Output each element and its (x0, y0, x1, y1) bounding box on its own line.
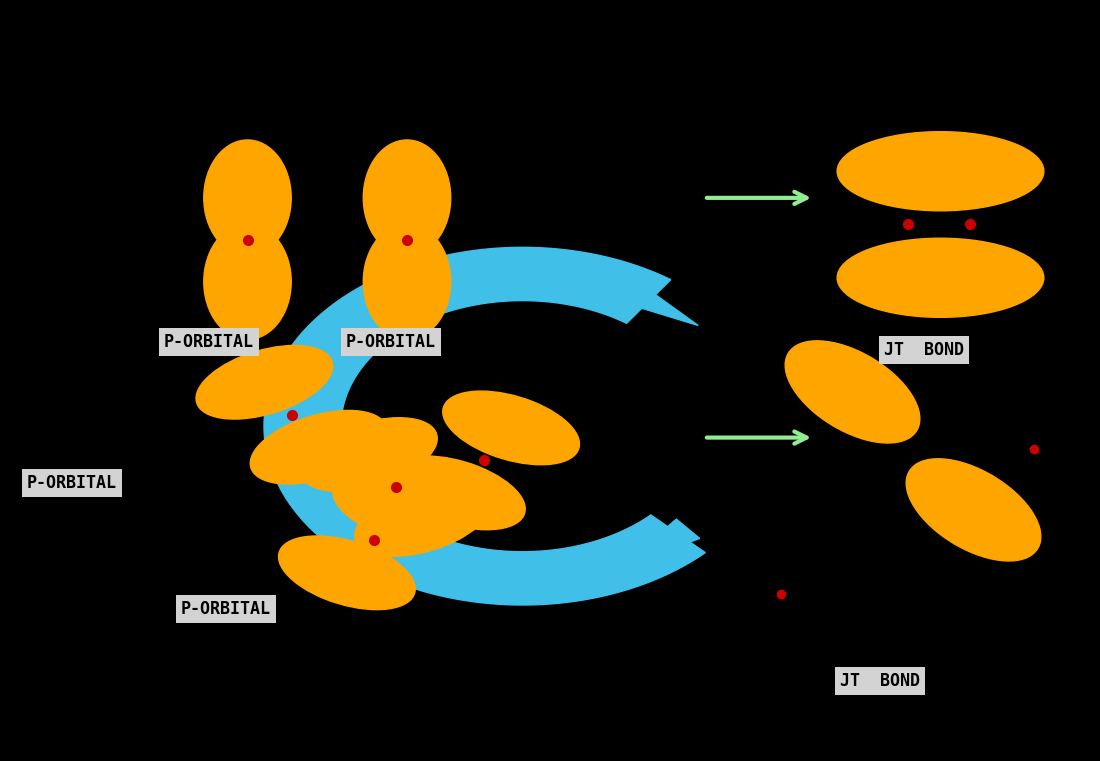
Text: JT  BOND: JT BOND (884, 341, 964, 359)
Text: P-ORBITAL: P-ORBITAL (345, 333, 436, 352)
Polygon shape (617, 519, 700, 570)
Text: JT  BOND: JT BOND (840, 672, 920, 690)
Text: P-ORBITAL: P-ORBITAL (26, 474, 117, 492)
Ellipse shape (442, 391, 580, 465)
Ellipse shape (906, 459, 1041, 561)
Ellipse shape (363, 140, 451, 256)
Ellipse shape (300, 418, 438, 492)
Polygon shape (613, 279, 698, 326)
Ellipse shape (196, 345, 333, 419)
Text: P-ORBITAL: P-ORBITAL (180, 600, 271, 618)
Ellipse shape (363, 224, 451, 339)
Ellipse shape (204, 140, 292, 256)
Text: P-ORBITAL: P-ORBITAL (164, 333, 254, 352)
Ellipse shape (785, 341, 920, 443)
Ellipse shape (332, 471, 470, 545)
Ellipse shape (354, 482, 492, 556)
Ellipse shape (204, 224, 292, 339)
Ellipse shape (837, 132, 1044, 211)
Ellipse shape (278, 536, 416, 610)
Ellipse shape (388, 456, 526, 530)
Ellipse shape (250, 410, 387, 484)
Ellipse shape (837, 238, 1044, 317)
Polygon shape (264, 247, 705, 605)
